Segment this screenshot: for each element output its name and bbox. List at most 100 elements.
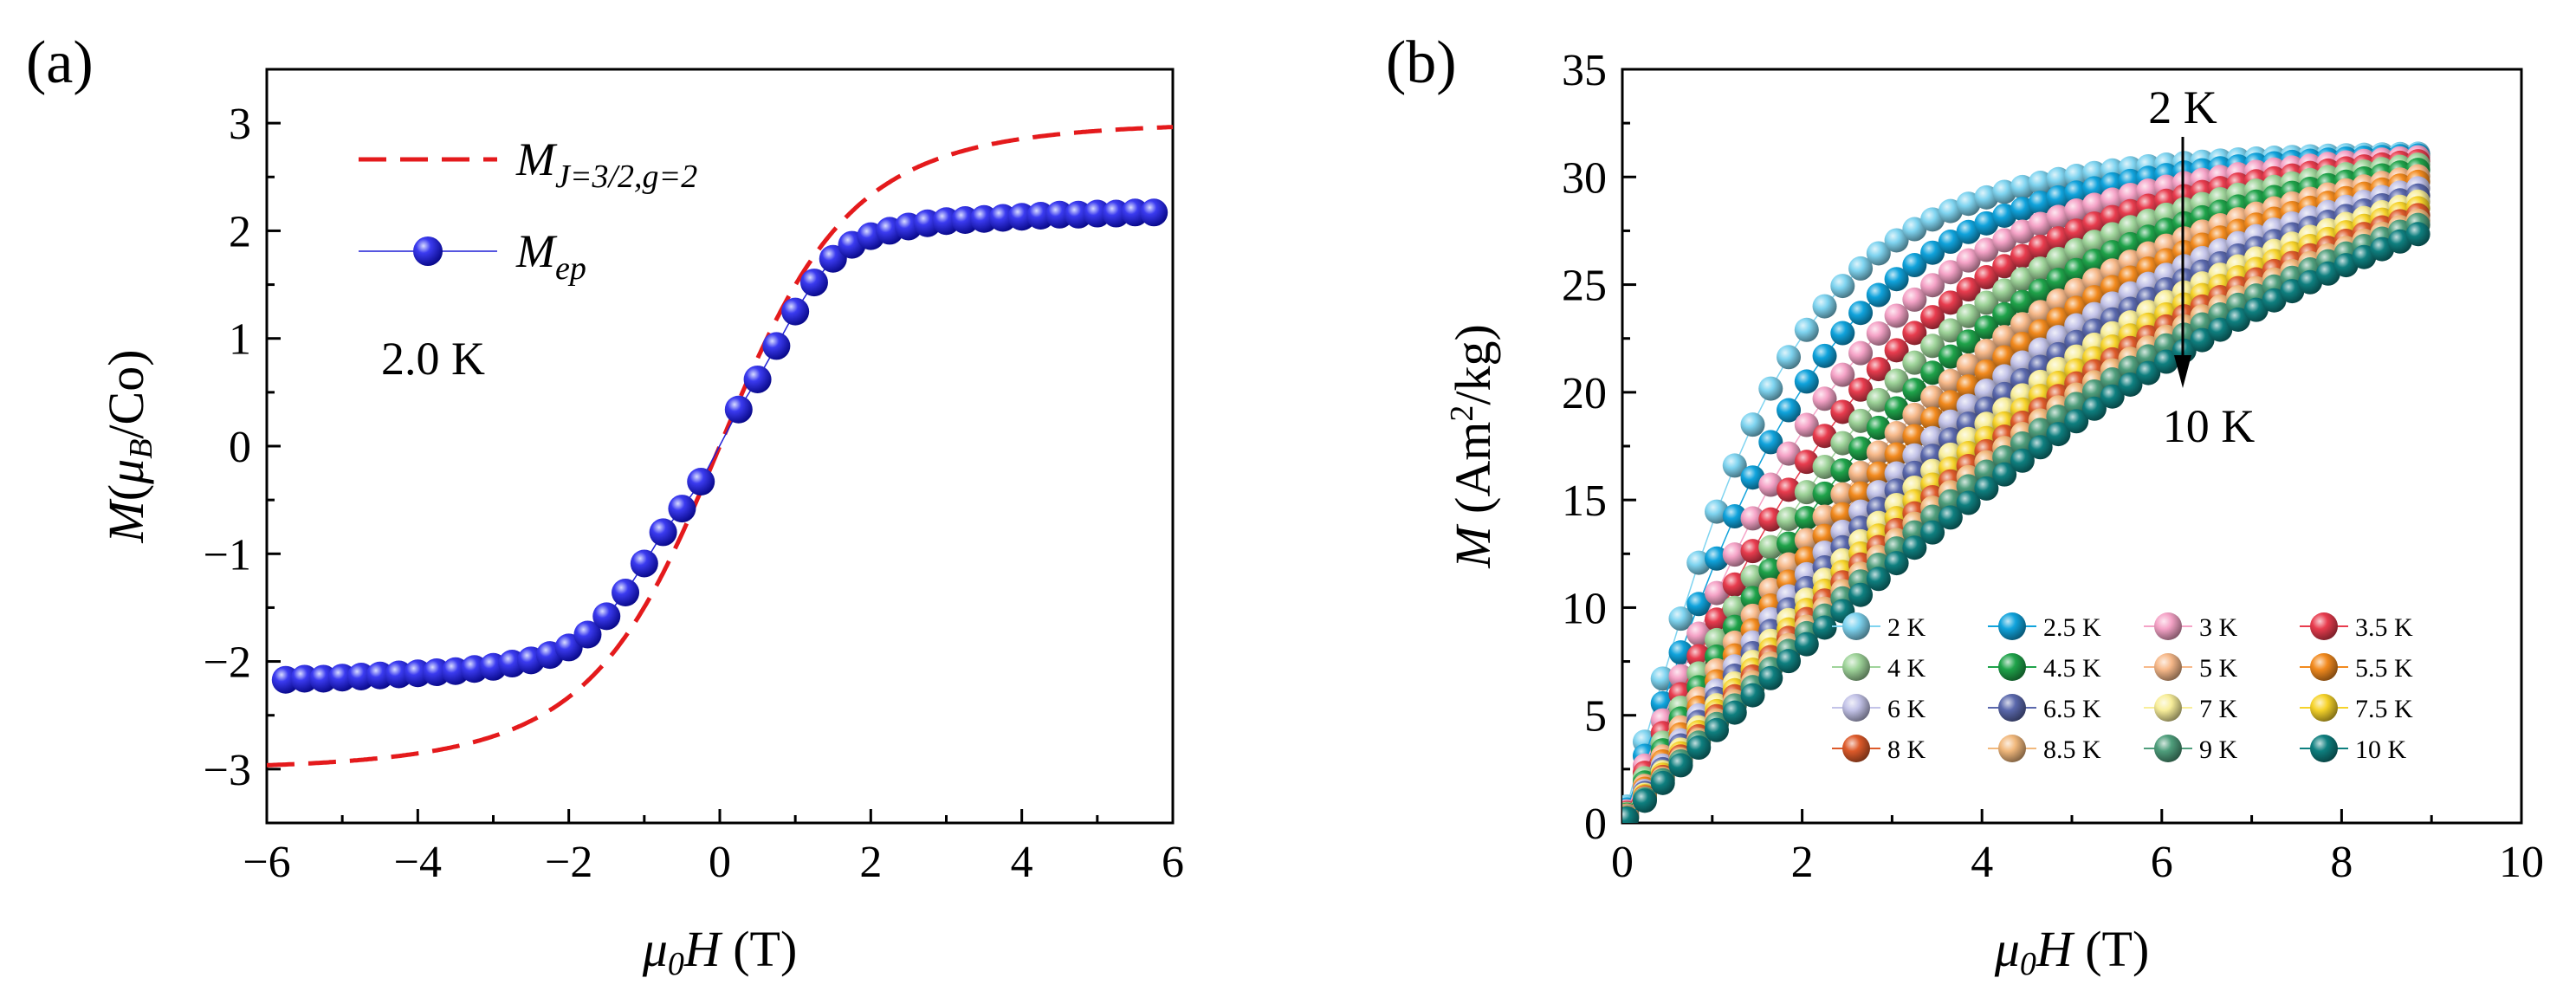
legend-label: 7 K <box>2199 695 2238 723</box>
series-point <box>1722 453 1747 478</box>
a-x-tick-label: −6 <box>243 838 290 887</box>
series-point <box>1848 340 1874 366</box>
legend-label: 5 K <box>2199 654 2238 683</box>
series-point <box>2243 297 2269 322</box>
series-point <box>2298 269 2323 295</box>
series-point <box>1758 507 1783 532</box>
legend-swatch-marker <box>2154 694 2182 722</box>
series-point <box>2190 327 2215 353</box>
series-point <box>1956 329 1981 354</box>
series-point <box>1866 567 1891 592</box>
legend-item: 8.5 K <box>1988 735 2101 764</box>
series-point <box>1794 412 1819 437</box>
series-point <box>1884 368 1909 393</box>
temperature-annotation: 2.0 K <box>381 333 485 385</box>
b-x-tick-label: 0 <box>1611 838 1634 887</box>
series-point <box>1704 717 1729 742</box>
series-point <box>1777 345 1802 370</box>
b-y-tick-label: 35 <box>1562 46 1607 95</box>
legend-label: 6 K <box>1887 695 1926 723</box>
panel-b-x-axis-title: μ0H (T) <box>1994 921 2150 982</box>
series-point <box>1848 377 1874 402</box>
series-point <box>1920 273 1945 298</box>
b-y-tick-label: 30 <box>1562 153 1607 203</box>
legend-swatch-marker <box>2154 612 2182 640</box>
series-point <box>2028 234 2053 259</box>
a-x-tick-label: 4 <box>1011 838 1033 887</box>
series-point <box>1794 317 1819 342</box>
a-y-tick-label: 2 <box>229 207 251 256</box>
legend-swatch-marker <box>2154 735 2182 762</box>
experimental-point <box>649 518 677 547</box>
experimental-point <box>573 620 602 649</box>
series-point <box>1704 580 1729 606</box>
experimental-point <box>612 579 640 607</box>
series-point <box>1902 217 1927 242</box>
legend-swatch-marker <box>1842 735 1870 762</box>
series-point <box>1848 582 1874 607</box>
experimental-point <box>819 244 847 273</box>
legend-item: 2.5 K <box>1988 612 2101 642</box>
series-point <box>2118 372 2143 397</box>
legend-label: 8.5 K <box>2043 735 2101 764</box>
panel-b: (b) 0 2 4 6 8 10 0 5 10 15 20 25 30 35 2 K 10 K 2 K 2.… <box>1386 29 2544 982</box>
series-point <box>1938 290 1963 315</box>
series-point <box>1992 228 2017 253</box>
legend-swatch-marker <box>1998 694 2026 722</box>
series-point <box>2010 289 2035 314</box>
experimental-point <box>762 332 791 360</box>
a-y-tick-label: −1 <box>204 530 251 580</box>
panel-a-tick-labels: −6 −4 −2 0 2 4 6 −3 −2 −1 0 1 2 3 <box>204 100 1184 887</box>
legend-swatch-marker <box>2310 735 2338 762</box>
series-point <box>1812 386 1837 411</box>
series-point <box>1777 507 1802 532</box>
series-10-K <box>1622 222 2430 823</box>
a-x-tick-label: 6 <box>1162 838 1184 887</box>
series-point <box>1812 343 1837 368</box>
series-point <box>1956 219 1981 244</box>
series-point <box>1956 490 1981 515</box>
legend-item: 4.5 K <box>1988 653 2101 683</box>
series-point <box>1920 406 1945 431</box>
series-point <box>1992 278 2017 303</box>
series-point <box>1758 665 1783 690</box>
legend-swatch-marker <box>1842 612 1870 640</box>
series-point <box>1777 477 1802 502</box>
series-point <box>1866 321 1891 346</box>
series-point <box>1902 287 1927 312</box>
b-x-tick-label: 2 <box>1791 838 1814 887</box>
experimental-point <box>630 549 658 578</box>
legend-item: 5 K <box>2144 653 2238 683</box>
series-point <box>2064 409 2089 434</box>
series-point <box>1920 207 1945 232</box>
series-point <box>1668 640 1693 665</box>
series-point <box>1758 534 1783 560</box>
legend-label: 7.5 K <box>2355 695 2413 723</box>
a-y-tick-label: −3 <box>204 746 251 795</box>
series-point <box>2315 261 2340 286</box>
series-point <box>1848 481 1874 506</box>
legend-exp-label: Mep <box>515 225 586 287</box>
series-point <box>1956 393 1981 418</box>
series-point <box>1812 454 1837 479</box>
series-point <box>1938 505 1963 530</box>
series-point <box>2010 243 2035 269</box>
arrow-bottom-label: 10 K <box>2163 400 2256 452</box>
series-point <box>1884 267 1909 292</box>
a-x-tick-label: 0 <box>709 838 731 887</box>
series-point <box>1722 542 1747 567</box>
series-point <box>1974 237 1999 262</box>
legend-label: 6.5 K <box>2043 695 2101 723</box>
a-x-tick-label: −2 <box>545 838 592 887</box>
legend-item: 9 K <box>2144 735 2238 764</box>
series-point <box>1956 248 1981 273</box>
series-point <box>1622 806 1640 823</box>
series-point <box>1956 303 1981 328</box>
series-point <box>1758 430 1783 455</box>
series-point <box>1902 424 1927 449</box>
series-point <box>1777 649 1802 674</box>
series-point <box>1902 443 1927 468</box>
series-point <box>1992 462 2017 487</box>
series-point <box>2028 256 2053 282</box>
series-point <box>2046 166 2071 191</box>
